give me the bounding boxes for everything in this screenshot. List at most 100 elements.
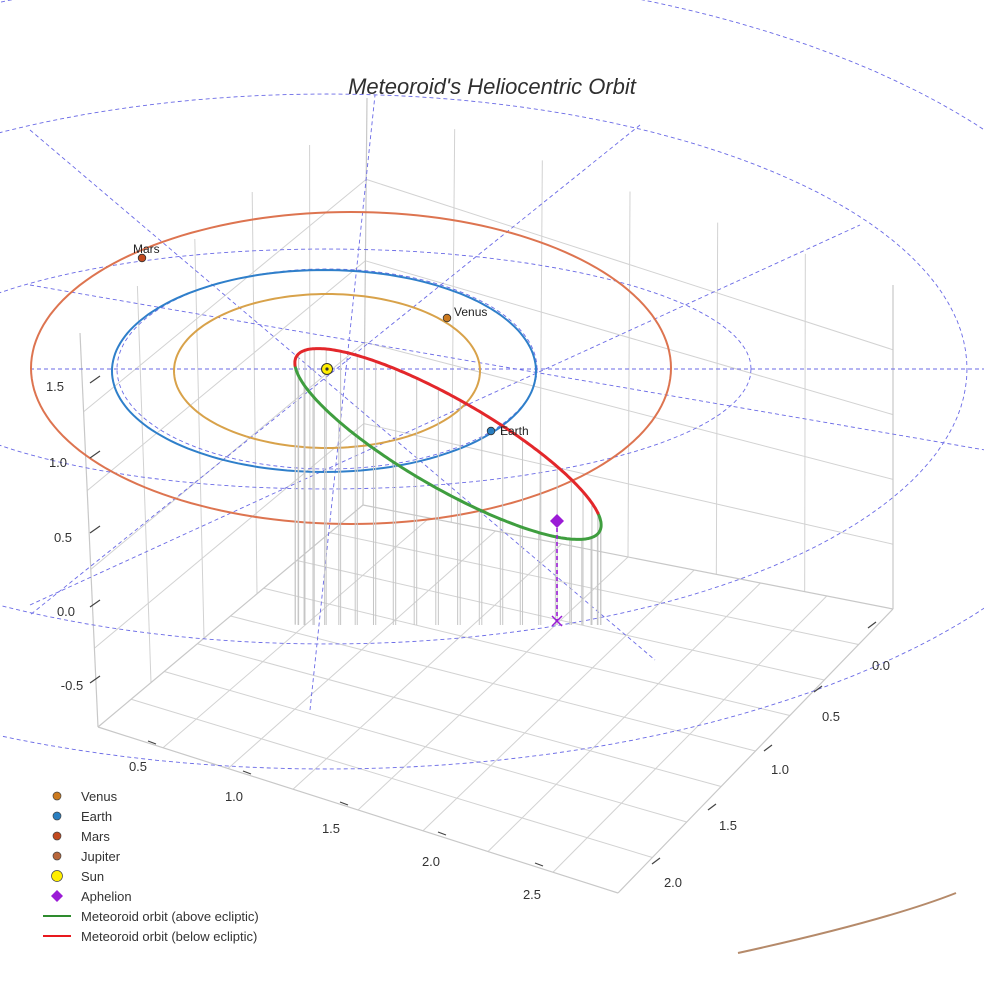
wall-grid-line [86,260,366,491]
legend-symbol [40,866,74,886]
legend-label: Jupiter [81,848,121,864]
legend-item[interactable]: Aphelion [40,886,259,906]
floor-grid-line [487,582,761,852]
legend-label: Mars [81,828,110,844]
legend-item[interactable]: Meteoroid orbit (below ecliptic) [40,926,259,946]
ecliptic-radial-line [309,94,376,711]
x-tick-label: 0.5 [129,759,147,774]
mars-orbit [29,210,672,526]
y-tick-mark [707,803,717,811]
ecliptic-radial-line [29,129,656,661]
x-tick-mark [339,801,349,806]
venus-orbit [172,293,481,449]
legend-label: Sun [81,868,105,884]
line-symbol-icon [43,915,71,917]
legend: Venus Earth Mars Jupiter Sun Aphelion Meteoroi… [40,786,259,946]
box-edge [617,608,894,894]
chart-title: Meteoroid's Heliocentric Orbit [348,74,636,99]
circle-symbol-icon [52,811,62,821]
legend-item[interactable]: Sun [40,866,259,886]
legend-item[interactable]: Jupiter [40,846,259,866]
z-tick-label: 1.0 [49,455,67,470]
mars-marker [137,253,147,263]
floor-grid-line [329,532,859,645]
legend-symbol [40,806,74,826]
ecliptic-radial-line [29,284,984,451]
y-tick-label: 0.0 [872,658,890,673]
legend-item[interactable]: Venus [40,786,259,806]
ecliptic-ring [0,0,984,770]
floor-grid-line [263,587,790,716]
wall-grid-line [539,160,543,540]
floor-grid-line [422,569,695,832]
legend-label: Venus [81,788,118,804]
ecliptic-ring [0,93,968,645]
wall-grid-line [366,178,894,351]
legend-symbol [40,906,74,926]
earth-label: Earth [500,424,529,438]
diamond-symbol-icon [51,890,63,902]
legend-label: Earth [81,808,113,824]
z-tick-mark [89,675,101,684]
legend-item[interactable]: Meteoroid orbit (above ecliptic) [40,906,259,926]
floor-grid-line [230,615,756,752]
z-tick-mark [89,525,101,534]
legend-symbol [40,926,74,946]
wall-grid-line [94,423,365,649]
earth-orbit [110,268,537,474]
aphelion-floor-marker [551,615,563,627]
legend-label: Meteoroid orbit (below ecliptic) [81,928,258,944]
x-tick-mark [242,770,252,775]
z-tick-label: 0.0 [57,604,75,619]
wall-grid-line [450,129,456,523]
z-tick-label: -0.5 [61,678,83,693]
y-tick-mark [651,857,661,865]
wall-grid-line [627,191,631,558]
earth-marker [486,426,496,436]
wall-grid-line [804,253,806,592]
z-tick-label: 1.5 [46,379,64,394]
x-tick-label: 2.0 [422,854,440,869]
mars-label: Mars [133,242,160,256]
sun-center-dot [325,367,329,371]
y-tick-mark [763,744,773,752]
meteoroid-orbit-below [293,347,600,515]
legend-item[interactable]: Mars [40,826,259,846]
aphelion-marker [550,514,564,528]
x-tick-mark [437,831,447,836]
circle-symbol-icon [52,831,62,841]
x-tick-mark [147,740,157,745]
ecliptic-radial-line [29,124,641,616]
legend-symbol [40,786,74,806]
legend-symbol [40,886,74,906]
box-edge [79,332,99,728]
ecliptic-ring [0,248,752,490]
legend-item[interactable]: Earth [40,806,259,826]
y-tick-label: 1.5 [719,818,737,833]
y-tick-mark [867,621,877,629]
venus-label: Venus [454,305,487,319]
legend-label: Meteoroid orbit (above ecliptic) [81,908,259,924]
z-tick-mark [89,375,101,384]
box-edge [362,97,368,506]
wall-grid-line [365,260,894,416]
venus-marker [442,313,452,323]
legend-symbol [40,846,74,866]
x-tick-mark [534,862,544,867]
wall-grid-line [136,285,152,683]
x-tick-label: 2.5 [523,887,541,902]
box-edge [97,726,619,894]
box-edge [362,504,894,610]
circle-symbol-icon [52,851,62,861]
meteoroid-orbit-above [293,363,603,541]
circle-symbol-icon [51,870,63,882]
y-tick-label: 1.0 [771,762,789,777]
wall-grid-line [364,341,894,480]
y-tick-label: 2.0 [664,875,682,890]
wall-grid-line [194,238,205,639]
wall-grid-line [251,191,258,594]
z-tick-mark [89,599,101,608]
ecliptic-radial-line [29,224,861,606]
